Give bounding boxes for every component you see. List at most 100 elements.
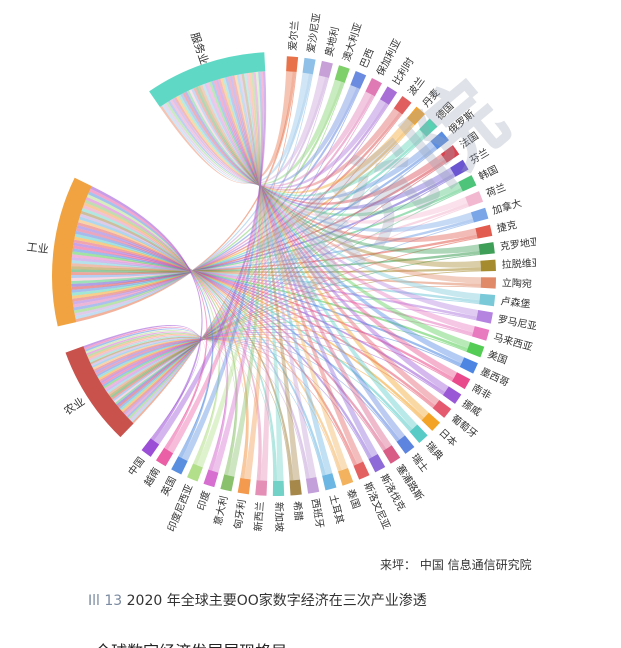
country-label: 新加坡 (273, 502, 286, 532)
chord-ribbon (212, 72, 261, 473)
country-arc (286, 56, 299, 73)
country-label: 南非 (470, 381, 494, 402)
country-label: 捷克 (496, 218, 518, 235)
section-heading-cutoff: 一 全球数字经济发展展现格局 (74, 638, 287, 648)
country-arc (478, 242, 495, 255)
source-label: 服务业 (188, 31, 211, 66)
country-arc (338, 467, 354, 486)
country-arc (155, 447, 174, 467)
chord-ribbon (71, 263, 481, 287)
country-arc (365, 78, 383, 97)
chord-ribbon (167, 84, 357, 186)
country-arc (459, 357, 478, 374)
chord-ribbon (228, 72, 262, 477)
country-arc (368, 453, 386, 473)
chord-ribbon (71, 266, 481, 273)
country-arc (318, 60, 333, 78)
country-label: 希腊 (291, 500, 306, 521)
chord-ribbon (118, 148, 438, 410)
country-label: 越南 (141, 465, 163, 489)
figure-caption: Ill 13 2020 年全球主要OO家数字经济在三次产业渗透 (88, 590, 427, 610)
country-label: 巴西 (358, 47, 377, 70)
country-arc (406, 106, 425, 126)
chord-ribbon (244, 72, 264, 480)
country-arc (220, 474, 235, 492)
chord-ribbon (169, 91, 372, 187)
country-label: 爱沙尼亚 (304, 12, 323, 54)
chord-ribbon (188, 89, 468, 224)
country-arc (430, 131, 449, 150)
chord-ribbon (243, 73, 284, 481)
chord-ribbon (71, 260, 480, 304)
country-arc (187, 463, 203, 482)
source-arc (65, 346, 134, 438)
country-arc (379, 86, 398, 105)
country-label: 克罗地亚 (499, 235, 536, 253)
chord-ribbon (120, 136, 427, 411)
country-label: 卢森堡 (500, 294, 531, 310)
country-arc (203, 469, 219, 488)
country-label: 意大利 (211, 494, 230, 526)
source-arc (51, 177, 92, 327)
figure-title: 2020 年全球主要OO家数字经济在三次产业渗透 (126, 593, 427, 609)
country-arc (302, 57, 316, 75)
chord-ribbon (86, 194, 221, 466)
country-label: 英国 (158, 474, 179, 498)
country-arc (171, 456, 188, 475)
chord-ribbon (174, 96, 400, 191)
country-arc (141, 438, 160, 457)
country-arc (289, 479, 302, 496)
country-arc (396, 435, 415, 454)
chord-ribbon (165, 79, 341, 185)
country-arc (470, 207, 489, 223)
country-label: 奥地利 (322, 25, 342, 57)
chord-ribbon (241, 73, 301, 481)
country-arc (480, 259, 496, 272)
country-arc (450, 159, 469, 177)
country-label: 拉脱维亚 (501, 256, 536, 271)
source-arc (149, 52, 266, 108)
country-arc (475, 224, 493, 239)
country-arc (419, 118, 438, 137)
chord-ribbon (236, 74, 333, 475)
chord-ribbon (83, 325, 201, 439)
country-arc (465, 191, 484, 207)
figure-number: Ill 13 (88, 593, 123, 609)
country-arc (466, 341, 485, 358)
country-arc (421, 412, 440, 431)
country-label: 西班牙 (309, 498, 326, 530)
chord-ribbon (239, 73, 317, 479)
chord-ribbon (105, 307, 477, 392)
country-label: 马来西亚 (492, 331, 534, 353)
country-arc (322, 473, 337, 491)
country-arc (353, 461, 370, 480)
country-label: 爱尔兰 (286, 20, 301, 51)
chord-ribbon (184, 91, 454, 211)
country-arc (350, 70, 367, 90)
country-arc (382, 445, 401, 464)
country-arc (458, 175, 477, 192)
country-arc (334, 65, 350, 83)
country-arc (442, 386, 462, 404)
country-label: 瑞典 (423, 439, 446, 463)
country-arc (393, 95, 412, 115)
country-label: 印度 (194, 489, 212, 512)
country-arc (432, 399, 452, 418)
country-arc (471, 326, 490, 341)
chord-ribbon (246, 72, 270, 481)
country-arc (255, 480, 268, 496)
country-label: 瑞士 (409, 451, 431, 475)
country-label: 荷兰 (484, 180, 507, 199)
country-label: 日本 (436, 426, 459, 449)
source-label: 农业 (61, 394, 87, 418)
country-label: 挪威 (460, 397, 484, 419)
country-label: 匈牙利 (231, 498, 248, 530)
country-label: 罗马尼亚 (497, 313, 536, 332)
country-label: 中国 (125, 454, 147, 478)
chords-layer (71, 71, 481, 481)
country-arc (476, 310, 493, 324)
chord-ribbon (182, 92, 445, 205)
chord-ribbon (172, 98, 386, 189)
source-label: 工业 (26, 241, 49, 256)
